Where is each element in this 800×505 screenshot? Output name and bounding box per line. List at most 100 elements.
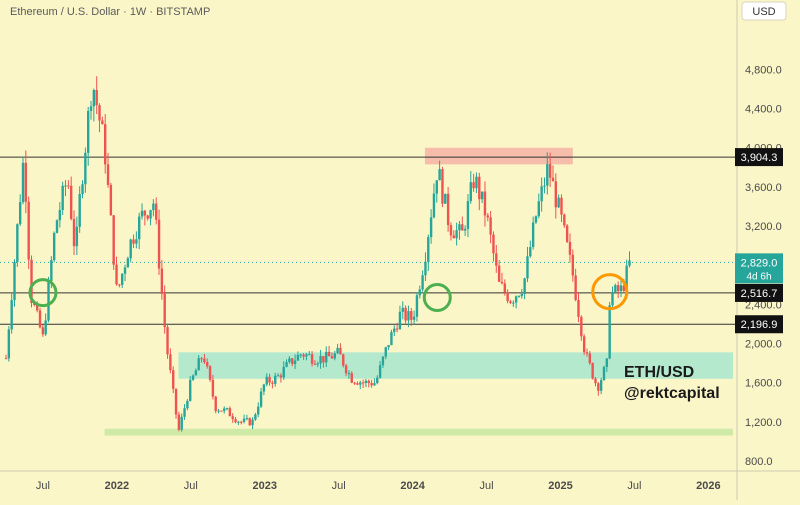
candle-body-114	[327, 351, 331, 357]
candle-body-38	[112, 215, 115, 265]
y-tick-label-3: 2,000.0	[745, 339, 782, 351]
y-tick-label-10: 4,800.0	[745, 64, 782, 76]
candle-body-216	[616, 285, 620, 292]
candle-body-98	[282, 366, 285, 378]
orange-circle-marker-2	[591, 273, 629, 311]
candle-body-83	[240, 421, 243, 423]
markers-layer	[28, 273, 629, 313]
candle-body-63	[183, 408, 186, 417]
candle-body-81	[234, 419, 237, 423]
pair-annotation: ETH/USD	[624, 364, 694, 381]
x-tick-label-6: Jul	[480, 480, 494, 492]
candle-body-42	[123, 267, 127, 274]
candle-body-64	[186, 400, 189, 409]
level-tag-2	[735, 315, 783, 334]
candle-body-136	[390, 332, 393, 346]
candle-body-36	[106, 164, 110, 185]
candle-body-125	[359, 382, 362, 385]
candle-body-121	[347, 373, 351, 375]
candle-body-133	[381, 356, 385, 366]
candle-body-113	[325, 351, 328, 363]
current-price-countdown: 4d 6h	[746, 271, 771, 282]
y-tick-label-2: 1,600.0	[745, 378, 782, 390]
y-tick-label-6: 3,200.0	[745, 221, 782, 233]
candle-body-158	[452, 235, 455, 239]
candle-body-106	[305, 354, 308, 357]
candle-body-187	[534, 216, 538, 223]
candle-body-170	[486, 215, 489, 218]
candle-body-22	[67, 185, 70, 187]
candle-body-91	[262, 384, 266, 392]
candle-body-6	[21, 162, 25, 203]
candle-body-29	[86, 110, 90, 153]
x-tick-label-1: 2022	[105, 480, 129, 492]
candle-body-141	[404, 307, 407, 321]
candle-body-185	[529, 247, 532, 257]
x-tick-label-5: 2024	[400, 480, 425, 492]
candle-body-151	[432, 193, 436, 218]
candle-body-181	[517, 295, 521, 297]
x-tick-label-7: 2025	[548, 480, 572, 492]
candle-body-109	[313, 363, 317, 365]
candle-body-140	[401, 307, 404, 312]
candle-body-149	[427, 237, 430, 262]
candle-body-34	[101, 120, 104, 125]
candle-body-23	[69, 185, 73, 219]
candle-body-186	[531, 222, 535, 248]
currency-button[interactable]: USD	[741, 1, 787, 21]
x-tick-label-0: Jul	[36, 480, 50, 492]
time-axis[interactable]: Jul 2022 Jul 2023 Jul 2024 Jul 2025 Jul 2026	[36, 480, 721, 492]
x-tick-label-4: Jul	[332, 480, 346, 492]
candle-body-193	[551, 177, 555, 182]
candle-body-48	[140, 210, 144, 217]
candle-body-92	[265, 376, 268, 385]
candle-body-134	[384, 347, 387, 357]
candle-body-25	[75, 226, 79, 247]
candle-body-67	[194, 370, 198, 376]
candle-body-207	[591, 363, 594, 379]
candle-body-144	[412, 316, 416, 320]
candle-body-169	[483, 191, 487, 216]
candle-body-203	[580, 316, 583, 337]
candle-body-191	[546, 164, 549, 186]
candle-body-129	[370, 383, 373, 386]
candle-body-13	[41, 327, 45, 335]
candle-body-3	[13, 261, 16, 301]
candle-body-130	[373, 383, 376, 386]
candle-body-119	[342, 354, 345, 366]
candle-body-179	[512, 302, 515, 304]
candle-body-70	[203, 358, 206, 363]
candle-body-80	[231, 416, 234, 420]
price-tags: 3,904.3 2,516.7 2,196.9 2,829.0 4d 6h	[735, 148, 783, 334]
support-zone	[178, 352, 733, 379]
candle-body-159	[455, 230, 458, 239]
candle-body-65	[189, 379, 192, 401]
candle-body-61	[177, 414, 181, 430]
candle-body-12	[38, 310, 42, 328]
y-tick-label-0: 800.0	[745, 456, 773, 468]
green-circle-marker-0	[28, 278, 58, 308]
candle-body-40	[118, 284, 121, 286]
candle-body-145	[415, 295, 419, 317]
candle-body-116	[333, 353, 336, 359]
candle-body-220	[628, 260, 631, 266]
candle-body-195	[557, 197, 560, 208]
candle-body-180	[514, 296, 518, 303]
candle-body-139	[398, 311, 402, 330]
candle-body-96	[276, 375, 280, 377]
candle-body-43	[126, 258, 130, 268]
candle-body-54	[157, 219, 161, 269]
candle-body-172	[492, 234, 495, 254]
candle-body-120	[344, 365, 348, 374]
candle-body-101	[291, 358, 294, 365]
candle-body-71	[206, 362, 209, 367]
levels-layer	[0, 156, 737, 325]
candle-body-74	[214, 396, 217, 412]
candle-body-58	[169, 354, 172, 371]
candle-body-11	[35, 305, 39, 311]
candle-body-75	[217, 410, 220, 412]
candle-body-205	[585, 352, 589, 354]
candle-body-102	[293, 360, 297, 365]
candle-body-171	[489, 217, 492, 235]
